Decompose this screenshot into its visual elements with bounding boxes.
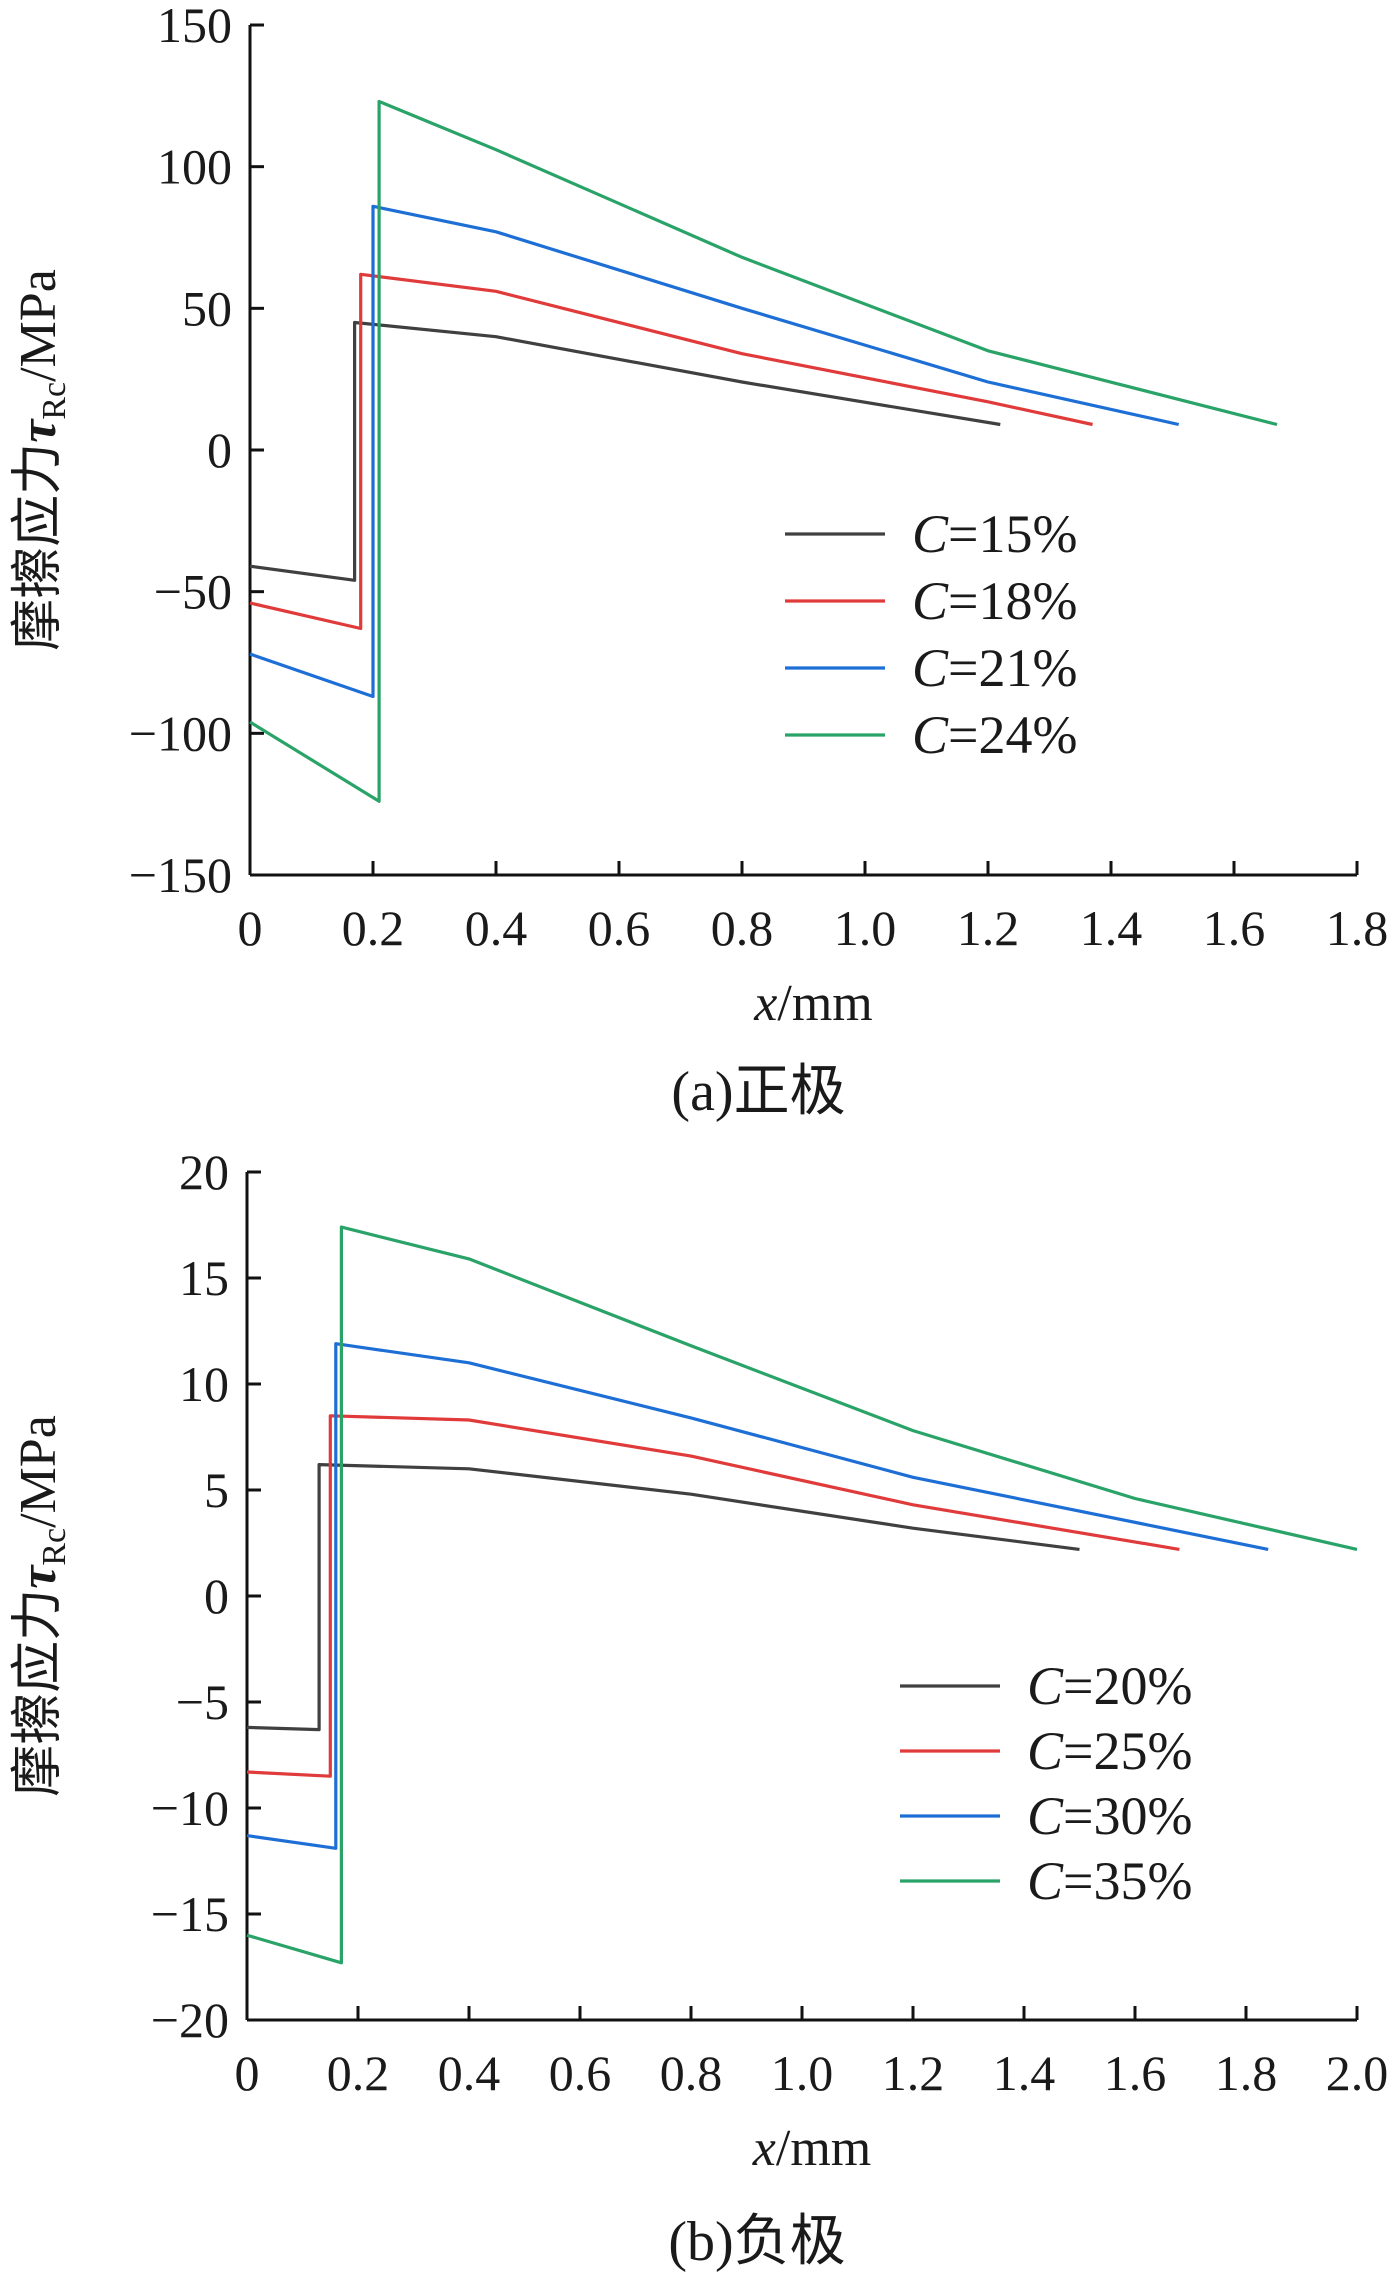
x-tick-label: 0.4 [465, 900, 528, 956]
y-axis-label-symbol: τ [10, 418, 67, 443]
x-tick-label: 0 [235, 2045, 260, 2101]
y-tick-label: −150 [129, 847, 232, 903]
x-tick-label: 2.0 [1326, 2045, 1389, 2101]
x-tick-label: 1.0 [771, 2045, 834, 2101]
series-line-18 [249, 272, 1093, 631]
x-axis-label: x/mm [752, 2120, 871, 2177]
panel-caption: (a)正极 [671, 1061, 845, 1123]
series-line-24 [249, 99, 1278, 803]
legend-label-value: =15% [948, 504, 1077, 564]
y-tick-label: −15 [151, 1886, 229, 1942]
legend-label: C=30% [1027, 1786, 1192, 1846]
y-axis-label-prefix: 摩擦应力 [10, 443, 67, 651]
y-axis-label-subscript: Rc [36, 1528, 73, 1566]
series-line-35 [246, 1225, 1358, 1965]
series-line-15 [249, 320, 1001, 582]
legend-label-value: =20% [1063, 1656, 1192, 1716]
legend-label-var: C [912, 638, 949, 698]
legend-label-value: =18% [948, 571, 1077, 631]
x-tick-label: 1.2 [882, 2045, 945, 2101]
y-axis-label-unit: /MPa [10, 269, 67, 382]
legend-label-var: C [1027, 1721, 1064, 1781]
series-line-21 [249, 204, 1180, 699]
panel-caption: (b)负极 [668, 2211, 845, 2273]
y-tick-label: −100 [129, 705, 232, 761]
x-tick-label: 0.8 [660, 2045, 723, 2101]
x-axis-label-unit: /mm [777, 975, 872, 1032]
x-tick-label: 0.6 [549, 2045, 612, 2101]
x-tick-label: 1.2 [957, 900, 1020, 956]
x-tick-label: 1.8 [1215, 2045, 1278, 2101]
legend-label-var: C [1027, 1656, 1064, 1716]
y-axis-label: 摩擦应力τRc/MPa [10, 1415, 73, 1797]
y-axis-label-unit: /MPa [10, 1415, 67, 1528]
x-tick-label: 1.4 [1080, 900, 1143, 956]
x-tick-label: 0.8 [711, 900, 774, 956]
legend-label-value: =35% [1063, 1851, 1192, 1911]
y-tick-label: 20 [179, 1144, 229, 1200]
legend-label: C=35% [1027, 1851, 1192, 1911]
x-tick-label: 0.4 [438, 2045, 501, 2101]
legend-label-var: C [1027, 1786, 1064, 1846]
y-tick-label: 5 [204, 1462, 229, 1518]
x-tick-label: 1.0 [834, 900, 897, 956]
x-tick-label: 0.2 [327, 2045, 390, 2101]
legend: C=15%C=18%C=21%C=24% [785, 504, 1077, 765]
y-tick-label: 150 [157, 0, 232, 53]
legend-label-value: =30% [1063, 1786, 1192, 1846]
x-tick-label: 0 [238, 900, 263, 956]
x-tick-label: 1.8 [1326, 900, 1389, 956]
legend-label-value: =25% [1063, 1721, 1192, 1781]
y-axis-label-symbol: τ [10, 1564, 67, 1589]
legend-label: C=21% [912, 638, 1077, 698]
y-tick-label: −10 [151, 1780, 229, 1836]
y-tick-label: 10 [179, 1356, 229, 1412]
legend-label: C=18% [912, 571, 1077, 631]
y-tick-label: −20 [151, 1992, 229, 2048]
y-tick-label: 50 [182, 280, 232, 336]
legend: C=20%C=25%C=30%C=35% [900, 1656, 1192, 1911]
y-tick-label: 0 [204, 1568, 229, 1624]
legend-label-value: =24% [948, 705, 1077, 765]
x-axis-label-var: x [753, 975, 777, 1032]
y-tick-label: 15 [179, 1250, 229, 1306]
legend-label-var: C [912, 571, 949, 631]
x-tick-label: 1.6 [1104, 2045, 1167, 2101]
x-axis-label-unit: /mm [776, 2120, 871, 2177]
legend-label-value: =21% [948, 638, 1077, 698]
legend-label-var: C [912, 705, 949, 765]
y-axis-label-subscript: Rc [36, 382, 73, 420]
legend-label: C=15% [912, 504, 1077, 564]
y-axis-label: 摩擦应力τRc/MPa [10, 269, 73, 651]
legend-label: C=24% [912, 705, 1077, 765]
x-tick-label: 1.4 [993, 2045, 1056, 2101]
x-tick-label: 0.6 [588, 900, 651, 956]
legend-label: C=20% [1027, 1656, 1192, 1716]
x-tick-label: 1.6 [1203, 900, 1266, 956]
y-tick-label: 0 [207, 422, 232, 478]
x-axis-label: x/mm [753, 975, 872, 1032]
legend-label: C=25% [1027, 1721, 1192, 1781]
x-axis-label-var: x [752, 2120, 776, 2177]
y-tick-label: −50 [154, 564, 232, 620]
y-tick-label: −5 [176, 1674, 229, 1730]
legend-label-var: C [912, 504, 949, 564]
series-line-25 [246, 1414, 1180, 1778]
y-tick-label: 100 [157, 139, 232, 195]
legend-label-var: C [1027, 1851, 1064, 1911]
x-tick-label: 0.2 [342, 900, 405, 956]
series-line-20 [246, 1463, 1080, 1732]
series-line-30 [246, 1342, 1269, 1850]
y-axis-label-prefix: 摩擦应力 [10, 1589, 67, 1797]
